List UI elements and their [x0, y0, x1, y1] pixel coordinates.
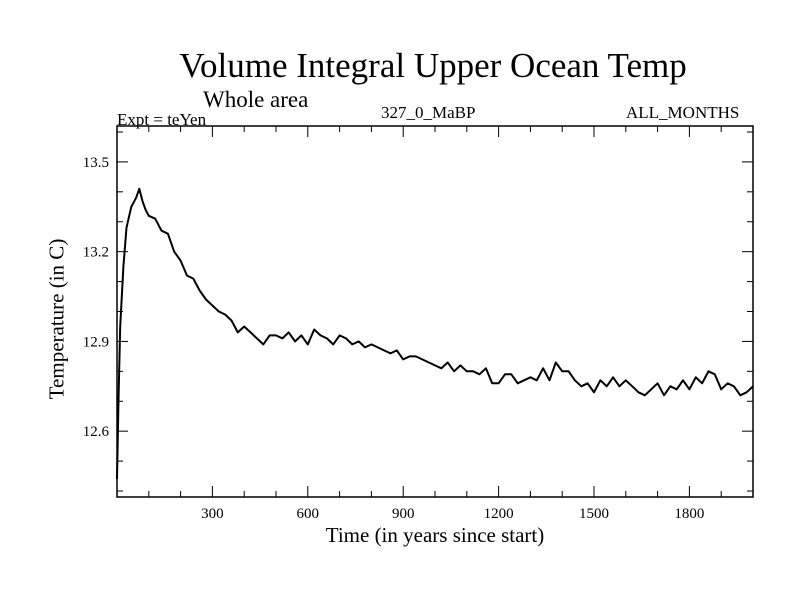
months-label: ALL_MONTHS [626, 103, 740, 122]
y-tick-label: 12.9 [83, 334, 109, 350]
axis-ticks [117, 126, 753, 497]
y-tick-label: 13.2 [83, 245, 109, 261]
x-tick-label: 900 [392, 506, 415, 522]
x-tick-label: 1200 [484, 506, 514, 522]
chart-title: Volume Integral Upper Ocean Temp [179, 46, 687, 85]
x-tick-label: 1500 [579, 506, 609, 522]
x-axis-label: Time (in years since start) [325, 523, 545, 547]
x-tick-label: 1800 [674, 506, 704, 522]
y-tick-label: 13.5 [83, 155, 109, 171]
chart-subtitle: Whole area [203, 87, 309, 112]
experiment-label: Expt = teYen [117, 110, 207, 129]
run-id-label: 327_0_MaBP [381, 103, 476, 122]
plot-frame [116, 125, 754, 498]
x-tick-label: 300 [201, 506, 224, 522]
tick-labels: 300 600 900 1200 1500 1800 12.6 12.9 13.2 13.5 [83, 155, 705, 522]
y-tick-label: 12.6 [83, 424, 110, 440]
x-tick-label: 600 [297, 506, 320, 522]
temperature-series-line [116, 187, 754, 480]
